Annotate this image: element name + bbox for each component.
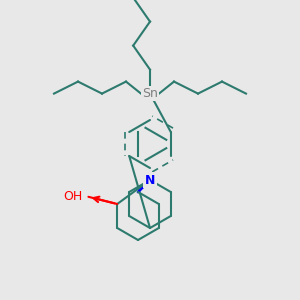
Text: Sn: Sn (142, 87, 158, 100)
Text: OH: OH (63, 190, 82, 203)
Text: N: N (145, 173, 155, 187)
